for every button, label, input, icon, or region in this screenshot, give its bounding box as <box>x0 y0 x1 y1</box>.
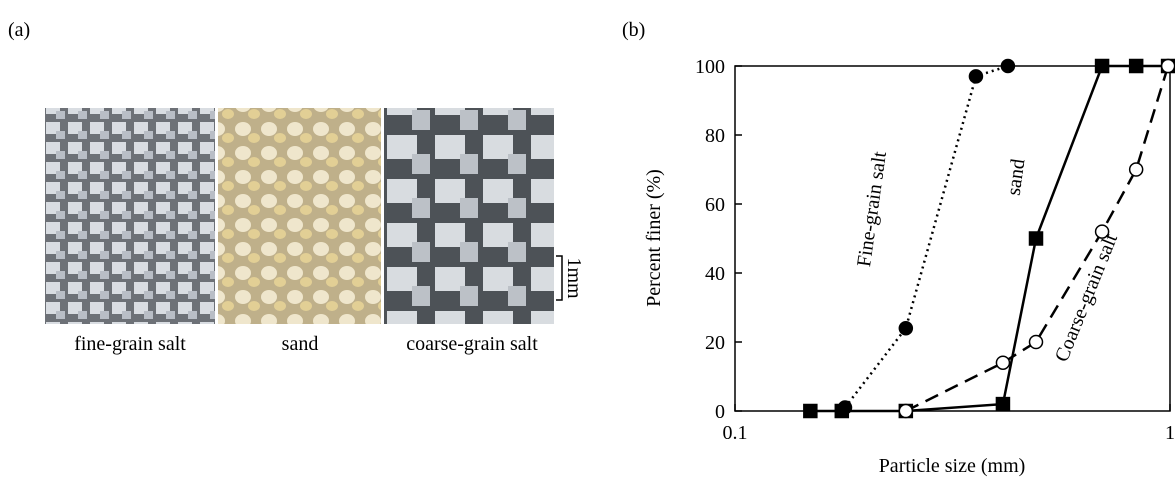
y-tick-label: 0 <box>715 401 725 423</box>
x-tick-label: 0.1 <box>723 422 748 444</box>
y-tick-label: 60 <box>705 194 725 216</box>
y-axis-label: Percent finer (%) <box>643 169 665 307</box>
marker <box>996 356 1009 369</box>
marker <box>1162 60 1175 73</box>
series-label: sand <box>1003 157 1030 196</box>
y-tick-label: 100 <box>695 56 725 78</box>
marker <box>1001 60 1014 73</box>
marker <box>899 322 912 335</box>
series-label: Fine-grain salt <box>853 150 891 268</box>
marker <box>1030 336 1043 349</box>
photo-fine-salt <box>45 108 215 324</box>
marker <box>1096 60 1109 73</box>
marker <box>1130 163 1143 176</box>
marker <box>899 405 912 418</box>
y-tick-label: 40 <box>705 263 725 285</box>
photo-caption: coarse-grain salt <box>406 333 538 355</box>
scale-label: 1mm <box>563 257 585 299</box>
y-tick-label: 20 <box>705 332 725 354</box>
marker <box>835 405 848 418</box>
marker <box>804 405 817 418</box>
panel-label: (a) <box>8 19 30 41</box>
photo-coarse-salt <box>384 108 554 324</box>
photo-caption: sand <box>282 333 319 355</box>
photo-sand <box>218 108 381 324</box>
marker <box>969 70 982 83</box>
x-axis-label: Particle size (mm) <box>879 455 1026 477</box>
marker <box>1130 60 1143 73</box>
photo-caption: fine-grain salt <box>74 333 186 355</box>
marker <box>1030 232 1043 245</box>
scale-bar <box>556 256 562 300</box>
marker <box>996 398 1009 411</box>
x-tick-label: 1 <box>1165 422 1175 444</box>
y-tick-label: 80 <box>705 125 725 147</box>
panel-label: (b) <box>622 19 645 41</box>
figure: (a) 1mm fine-grain salt sand coarse-grai… <box>0 0 1175 479</box>
